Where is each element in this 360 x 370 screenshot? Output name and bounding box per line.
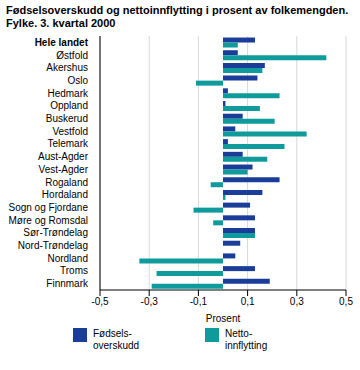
html-text:Fødselsoverskudd og nettoinnfl: Fødselsoverskudd og nettoinnflytting i p… <box>6 4 349 29</box>
html-text:Fødsels-overskudd: Fødsels-overskudd <box>93 328 140 351</box>
svg-text:Buskerud: Buskerud <box>46 113 88 124</box>
svg-text:Oslo: Oslo <box>67 75 88 86</box>
svg-text:Finnmark: Finnmark <box>46 278 89 289</box>
svg-text:Vest-Agder: Vest-Agder <box>39 164 89 175</box>
svg-text:Nordland: Nordland <box>47 253 88 264</box>
svg-text:0,1: 0,1 <box>241 296 255 307</box>
svg-text:Hele landet: Hele landet <box>35 37 89 48</box>
svg-text:-0,5: -0,5 <box>91 296 109 307</box>
svg-text:Sogn og Fjordane: Sogn og Fjordane <box>8 202 88 213</box>
svg-text:Hedmark: Hedmark <box>47 88 89 99</box>
html-text:Netto-innflytting: Netto-innflytting <box>225 328 268 351</box>
svg-text:Troms: Troms <box>60 265 88 276</box>
svg-text:Prosent: Prosent <box>206 313 241 324</box>
svg-text:Rogaland: Rogaland <box>45 177 88 188</box>
svg-text:Hordaland: Hordaland <box>42 189 88 200</box>
svg-text:-0,3: -0,3 <box>141 296 159 307</box>
svg-text:Oppland: Oppland <box>50 100 88 111</box>
svg-text:Nord-Trøndelag: Nord-Trøndelag <box>18 240 88 251</box>
svg-text:Akershus: Akershus <box>46 62 88 73</box>
svg-text:0,5: 0,5 <box>339 296 352 307</box>
svg-text:-0,1: -0,1 <box>190 296 208 307</box>
svg-text:Telemark: Telemark <box>47 138 89 149</box>
svg-text:Vestfold: Vestfold <box>52 126 88 137</box>
svg-text:Møre og Romsdal: Møre og Romsdal <box>9 215 88 226</box>
svg-text:0,3: 0,3 <box>290 296 304 307</box>
svg-text:Sør-Trøndelag: Sør-Trøndelag <box>23 227 88 238</box>
svg-text:Aust-Agder: Aust-Agder <box>38 151 89 162</box>
svg-text:Østfold: Østfold <box>56 50 88 61</box>
